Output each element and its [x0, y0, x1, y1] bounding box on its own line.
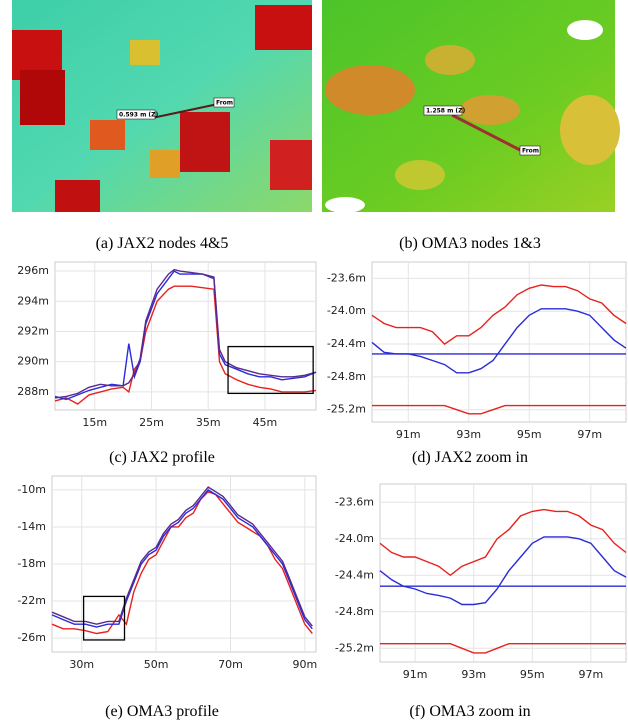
- gap: [325, 197, 365, 213]
- measure-line: [451, 113, 521, 152]
- label-box: [116, 109, 156, 120]
- y-tick-label: -24.8m: [327, 370, 366, 383]
- building: [180, 112, 230, 172]
- label-box: [423, 105, 463, 116]
- y-tick-label: -18m: [17, 557, 46, 570]
- series-line: [371, 308, 627, 374]
- x-tick-label: 95m: [520, 668, 545, 681]
- building: [55, 180, 100, 212]
- y-tick-label: -22m: [17, 594, 46, 607]
- x-tick-label: 50m: [144, 658, 169, 671]
- y-tick-label: -24.4m: [327, 337, 366, 350]
- y-tick-label: -14m: [17, 520, 46, 533]
- series-line: [379, 536, 627, 606]
- y-tick-label: 296m: [17, 264, 49, 277]
- series-line: [51, 488, 313, 630]
- y-tick-label: -10m: [17, 483, 46, 496]
- x-tick-label: 91m: [396, 428, 421, 441]
- y-tick-label: -24.8m: [335, 605, 374, 618]
- series-line: [54, 268, 317, 399]
- plot-area: [379, 483, 627, 663]
- tree: [560, 95, 620, 165]
- x-tick-label: 70m: [218, 658, 243, 671]
- x-tick-label: 30m: [69, 658, 94, 671]
- zoom-box: [227, 345, 314, 395]
- caption: (a) JAX2 nodes 4&5: [96, 235, 229, 252]
- series-line: [371, 284, 627, 346]
- caption: (c) JAX2 profile: [109, 449, 215, 466]
- series-line: [372, 404, 626, 415]
- plot-area: [371, 261, 627, 423]
- from-label: From: [522, 148, 539, 155]
- caption: (e) OMA3 profile: [105, 703, 219, 720]
- x-tick-label: 35m: [196, 416, 221, 429]
- y-tick-label: 288m: [17, 385, 49, 398]
- series-line: [380, 643, 626, 654]
- series-line: [51, 486, 313, 627]
- from-label: From: [216, 100, 233, 107]
- y-tick-label: -24.0m: [335, 532, 374, 545]
- y-tick-label: -25.2m: [335, 641, 374, 654]
- y-tick-label: -26m: [17, 631, 46, 644]
- series-line: [379, 508, 627, 577]
- series-line: [54, 285, 317, 405]
- y-tick-label: -24.4m: [335, 568, 374, 581]
- building: [20, 70, 65, 125]
- tree: [325, 65, 415, 115]
- series-line: [51, 490, 313, 635]
- y-tick-label: -25.2m: [327, 403, 366, 416]
- x-tick-label: 93m: [461, 668, 486, 681]
- measure-label: 0.593 m (Z): [119, 112, 159, 119]
- measure-line: [151, 103, 219, 119]
- tree: [130, 40, 160, 65]
- x-tick-label: 15m: [82, 416, 107, 429]
- label-box: [519, 145, 541, 156]
- caption: (b) OMA3 nodes 1&3: [399, 235, 541, 252]
- label-box: [213, 97, 235, 108]
- building: [270, 140, 312, 190]
- zoom-box: [82, 595, 126, 641]
- caption: (d) JAX2 zoom in: [412, 449, 528, 466]
- y-tick-label: 294m: [17, 294, 49, 307]
- gap: [567, 20, 603, 40]
- y-tick-label: 292m: [17, 324, 49, 337]
- tree: [425, 45, 475, 75]
- y-tick-label: -23.6m: [335, 495, 374, 508]
- measure-label: 1.258 m (Z): [426, 108, 466, 115]
- building: [255, 5, 312, 50]
- tree: [150, 150, 180, 178]
- y-tick-label: -23.6m: [327, 271, 366, 284]
- plot-area: [54, 261, 317, 411]
- image-a: 0.593 m (Z) From: [12, 0, 312, 212]
- tree: [460, 95, 520, 125]
- x-tick-label: 93m: [456, 428, 481, 441]
- tree: [395, 160, 445, 190]
- x-tick-label: 97m: [577, 428, 602, 441]
- x-tick-label: 45m: [253, 416, 278, 429]
- x-tick-label: 25m: [139, 416, 164, 429]
- image-b: 1.258 m (Z) From: [322, 0, 620, 213]
- x-tick-label: 97m: [578, 668, 603, 681]
- x-tick-label: 90m: [292, 658, 317, 671]
- x-tick-label: 91m: [403, 668, 428, 681]
- x-tick-label: 95m: [517, 428, 542, 441]
- tree: [90, 120, 125, 150]
- caption: (f) OMA3 zoom in: [409, 703, 530, 720]
- y-tick-label: 290m: [17, 355, 49, 368]
- series-line: [54, 270, 317, 401]
- y-tick-label: -24.0m: [327, 304, 366, 317]
